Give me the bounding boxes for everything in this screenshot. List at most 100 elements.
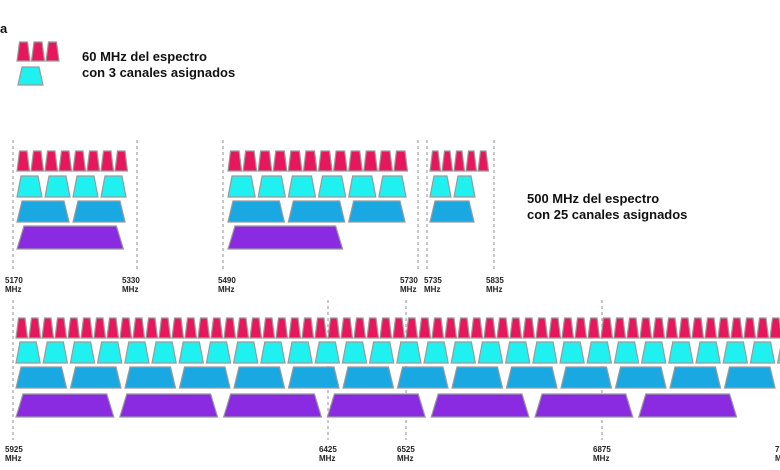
channel-20mhz	[41, 317, 55, 339]
channel-20mhz	[405, 317, 419, 339]
channel-40mhz	[178, 341, 205, 364]
channel-40mhz	[260, 341, 286, 364]
channel-20mhz	[44, 150, 59, 172]
channel-20mhz	[347, 150, 363, 172]
channel-20mhz	[392, 317, 406, 339]
channel-40mhz	[396, 341, 422, 364]
channel-20mhz	[340, 317, 354, 339]
channel-40mhz	[776, 347, 780, 364]
channel-20mhz	[600, 317, 614, 339]
channel-80mhz	[505, 366, 558, 389]
channel-20mhz	[704, 317, 718, 339]
freq-unit-label: MHz	[5, 454, 21, 463]
channel-20mhz	[327, 317, 341, 339]
channel-20mhz	[236, 317, 250, 339]
channel-20mhz	[418, 317, 432, 339]
freq-unit-label: MHz	[5, 285, 21, 294]
channel-40mhz	[586, 341, 613, 364]
channel-40mhz	[69, 341, 96, 364]
channel-20mhz	[379, 317, 393, 339]
channel-80mhz	[69, 366, 122, 389]
channel-20mhz	[58, 150, 73, 172]
channel-20mhz	[262, 317, 276, 339]
channel-40mhz	[227, 175, 256, 198]
channel-20mhz	[210, 317, 224, 339]
channel-40mhz	[44, 175, 71, 198]
channel-40mhz	[72, 175, 99, 198]
channel-40mhz	[124, 341, 150, 364]
legend-60mhz-line2: con 3 canales asignados	[82, 65, 235, 80]
channel-40mhz	[42, 341, 69, 364]
channel-20mhz	[227, 150, 243, 172]
channel-80mhz	[124, 366, 177, 389]
channel-20mhz	[67, 317, 81, 339]
channel-40mhz	[317, 175, 347, 198]
channel-20mhz	[393, 150, 409, 172]
channel-40mhz	[96, 341, 123, 364]
channel-80mhz	[178, 366, 231, 389]
channel-80mhz	[16, 200, 70, 223]
channel-40mhz	[429, 175, 452, 198]
channel-20mhz	[509, 317, 523, 339]
channel-40mhz	[640, 341, 667, 364]
freq-unit-label: MHz	[122, 285, 138, 294]
channel-20mhz	[106, 317, 120, 339]
channel-20mhz	[441, 150, 454, 172]
channel-20mhz	[93, 317, 107, 339]
legend-60mhz	[16, 41, 60, 86]
channel-80mhz	[723, 366, 776, 389]
channel-40mhz	[668, 341, 694, 364]
legend-40mhz-block	[17, 66, 44, 86]
channel-20mhz	[678, 317, 692, 339]
channel-40mhz	[450, 341, 477, 364]
channel-40mhz	[695, 341, 721, 364]
channel-20mhz	[613, 317, 627, 339]
channel-20mhz	[465, 150, 478, 172]
channel-20mhz	[363, 150, 379, 172]
channel-20mhz	[302, 150, 318, 172]
channel-20mhz	[145, 317, 159, 339]
freq-unit-label: MHz	[218, 285, 234, 294]
channel-20mhz	[132, 317, 146, 339]
channel-40mhz	[749, 341, 776, 364]
channel-20mhz	[15, 317, 29, 339]
channel-20mhz	[223, 317, 237, 339]
channel-20mhz	[54, 317, 68, 339]
channel-20mhz	[72, 150, 87, 172]
channel-20mhz	[28, 317, 42, 339]
channel-40mhz	[314, 341, 341, 364]
channel-20mhz	[477, 150, 490, 172]
freq-unit-label: MHz	[397, 454, 413, 463]
legend-500mhz-line1: 500 MHz del espectro	[527, 191, 659, 206]
channel-80mhz	[429, 200, 475, 223]
freq-label: 5925	[5, 445, 23, 454]
channel-80mhz	[669, 366, 722, 389]
freq-label: 5835	[486, 276, 504, 285]
channel-20mhz	[114, 150, 129, 172]
channel-20mhz	[483, 317, 497, 339]
channel-20mhz	[587, 317, 601, 339]
channel-20mhz	[717, 317, 731, 339]
freq-label: 5490	[218, 276, 236, 285]
channel-40mhz	[423, 341, 449, 364]
channel-20mhz	[171, 317, 185, 339]
channel-20mhz	[184, 317, 198, 339]
channel-20mhz	[257, 150, 273, 172]
channel-40mhz	[347, 175, 377, 198]
channel-40mhz	[368, 341, 395, 364]
channel-20mhz	[275, 317, 289, 339]
freq-label: 5330	[122, 276, 140, 285]
legend-20mhz-block	[45, 41, 60, 62]
channel-20mhz	[626, 317, 640, 339]
channel-20mhz	[665, 317, 679, 339]
channel-160mhz	[430, 393, 530, 418]
channel-20mhz	[314, 317, 328, 339]
channel-160mhz	[16, 225, 125, 250]
channel-80mhz	[233, 366, 286, 389]
channel-20mhz	[119, 317, 133, 339]
channel-80mhz	[72, 200, 126, 223]
channel-20mhz	[574, 317, 588, 339]
channel-20mhz	[317, 150, 333, 172]
freq-unit-label: MHz	[400, 285, 416, 294]
